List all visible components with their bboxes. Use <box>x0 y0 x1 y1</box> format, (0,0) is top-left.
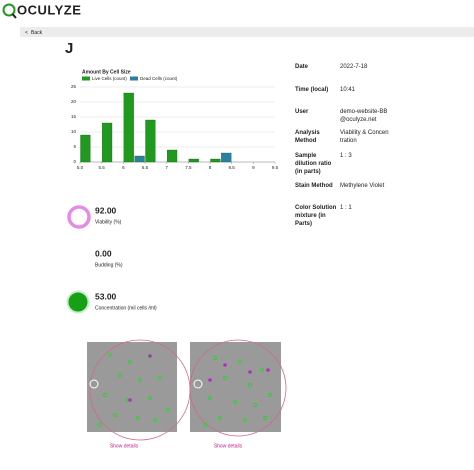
x-tick-label: 7.5 <box>185 165 192 170</box>
metric-value: 0.00 <box>95 248 112 258</box>
info-value: Viability & Concentration <box>340 130 389 144</box>
viability-ring <box>67 205 91 229</box>
cell-marker <box>127 359 133 365</box>
dead-cell-marker <box>208 378 212 382</box>
legend-swatch <box>130 76 138 81</box>
dead-cell-marker <box>148 354 152 358</box>
dead-cell-marker <box>128 398 132 402</box>
cell-marker <box>152 417 158 423</box>
cell-marker <box>232 399 238 405</box>
x-tick-label: 8 <box>209 165 212 170</box>
info-label: Analysis Method <box>295 130 320 144</box>
info-label: User <box>295 109 309 115</box>
legend-label: Live Cells (count) <box>92 76 127 81</box>
micro-image[interactable] <box>189 339 287 437</box>
cell-marker <box>212 355 218 361</box>
cell-markers <box>97 352 273 428</box>
micro-image[interactable] <box>87 339 191 441</box>
y-tick-label: 5 <box>73 144 76 149</box>
bar <box>134 155 145 163</box>
legend-swatch <box>82 76 90 81</box>
cell-marker <box>157 375 163 381</box>
cell-marker <box>267 392 273 398</box>
bar <box>221 152 232 163</box>
x-tick-label: 6 <box>122 165 125 170</box>
logo-icon <box>2 3 16 17</box>
cell-marker <box>117 372 123 378</box>
cell-marker <box>135 415 141 421</box>
dead-cell-marker <box>248 370 252 374</box>
bar <box>145 119 156 163</box>
cell-marker <box>147 395 153 401</box>
metric-value: 92.00 <box>95 205 117 215</box>
x-tick-label: 6.5 <box>142 165 149 170</box>
sample-title: J <box>65 40 73 57</box>
cell-marker <box>247 382 253 388</box>
cell-marker <box>107 352 113 358</box>
info-value: 2022-7-18 <box>340 64 368 70</box>
back-arrow[interactable]: < <box>25 30 28 36</box>
back-link[interactable]: Back <box>31 30 43 36</box>
info-label: Time (local) <box>295 87 329 93</box>
chart: Amount By Cell Size 0 5 10 15 20 25 5.0 5.5 6 6.5… <box>71 69 279 170</box>
x-tick-label: 9 <box>252 165 255 170</box>
info-value: Methylene Violet <box>340 183 385 189</box>
logo-handle <box>11 13 17 19</box>
cell-marker <box>102 392 108 398</box>
metric-value: 53.00 <box>95 291 117 301</box>
cell-marker <box>165 407 171 413</box>
x-tick-label: 8.5 <box>229 165 236 170</box>
show-details-link[interactable]: Show details <box>110 443 139 449</box>
y-tick-label: 25 <box>71 84 77 89</box>
info-label: Sample dilution ratio (in parts) <box>295 153 332 175</box>
cell-marker <box>242 417 248 423</box>
cell-marker <box>112 412 118 418</box>
bar <box>123 92 134 163</box>
y-tick-label: 10 <box>71 129 77 134</box>
cell-marker <box>202 422 208 428</box>
brand: OCULYZE <box>17 2 81 17</box>
y-tick-label: 0 <box>73 159 76 164</box>
x-tick-label: 9.5 <box>272 165 279 170</box>
cell-marker <box>262 415 268 421</box>
info-label: Stain Method <box>295 183 333 189</box>
cell-marker <box>222 375 228 381</box>
y-tick-label: 20 <box>71 99 77 104</box>
metric-label: Concentration (mil cells /ml) <box>95 305 157 311</box>
dead-cell-marker <box>223 363 227 367</box>
cell-marker <box>252 402 258 408</box>
info-value: 1 : 3 <box>340 153 352 159</box>
cell-marker <box>97 422 103 428</box>
metric-label: Budding (%) <box>95 262 123 268</box>
y-tick-label: 15 <box>71 114 77 119</box>
metric-label: Viability (%) <box>95 219 122 225</box>
cell-marker <box>137 377 143 383</box>
cell-marker <box>207 395 213 401</box>
bar <box>80 134 91 163</box>
cell-marker <box>259 367 265 373</box>
cell-marker <box>217 415 223 421</box>
show-details-link[interactable]: Show details <box>214 443 243 449</box>
chart-title: Amount By Cell Size <box>82 69 131 75</box>
x-tick-label: 7 <box>165 165 168 170</box>
info-label: Date <box>295 64 309 70</box>
dead-cell-marker <box>266 368 270 372</box>
back-bar <box>20 27 474 37</box>
cell-marker <box>237 359 243 365</box>
info-label: Color Solution mixture (in Parts) <box>295 205 337 227</box>
bar <box>210 158 221 163</box>
info-value: demo-website-BB@oculyze.net <box>340 109 388 123</box>
info-value: 10:41 <box>340 87 356 93</box>
x-tick-label: 5.5 <box>99 165 106 170</box>
bar <box>188 158 199 163</box>
bar <box>167 149 178 163</box>
concentration-dot <box>66 290 90 314</box>
x-tick-label: 5.0 <box>77 165 84 170</box>
bar <box>102 122 113 163</box>
legend-label: Dead Cells (count) <box>140 76 178 81</box>
info-value: 1 : 1 <box>340 205 352 211</box>
